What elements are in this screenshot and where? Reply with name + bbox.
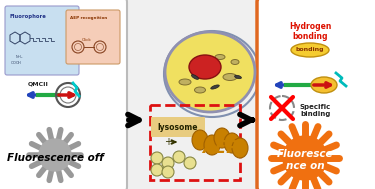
Ellipse shape xyxy=(192,130,208,150)
Text: AEP recognition: AEP recognition xyxy=(70,16,107,20)
Ellipse shape xyxy=(192,75,198,79)
Ellipse shape xyxy=(231,60,239,64)
Circle shape xyxy=(162,166,174,178)
Text: bonding: bonding xyxy=(296,47,324,53)
Ellipse shape xyxy=(291,43,329,57)
FancyBboxPatch shape xyxy=(5,6,79,75)
Circle shape xyxy=(184,157,196,169)
Ellipse shape xyxy=(204,135,220,155)
Ellipse shape xyxy=(195,87,206,93)
Ellipse shape xyxy=(224,133,240,153)
Text: QMCII: QMCII xyxy=(28,82,48,87)
Text: AEP: AEP xyxy=(202,139,238,157)
Circle shape xyxy=(151,164,163,176)
Ellipse shape xyxy=(311,77,337,93)
FancyBboxPatch shape xyxy=(151,117,205,137)
Circle shape xyxy=(151,152,163,164)
FancyBboxPatch shape xyxy=(66,10,120,64)
Text: +: + xyxy=(164,137,172,147)
Text: Fluoresce
nce on: Fluoresce nce on xyxy=(277,149,333,171)
Circle shape xyxy=(173,151,185,163)
Text: Fluorophore: Fluorophore xyxy=(10,14,47,19)
Text: Specific
binding: Specific binding xyxy=(300,104,331,117)
Ellipse shape xyxy=(214,128,230,148)
Circle shape xyxy=(39,139,71,171)
Ellipse shape xyxy=(223,74,237,81)
Ellipse shape xyxy=(211,85,219,89)
Ellipse shape xyxy=(235,75,242,79)
FancyBboxPatch shape xyxy=(0,0,127,189)
Text: Click: Click xyxy=(82,38,92,42)
Circle shape xyxy=(162,157,174,169)
Text: Hydrogen
bonding: Hydrogen bonding xyxy=(289,22,331,41)
Text: lysosome: lysosome xyxy=(158,122,198,132)
Text: Fluorescence off: Fluorescence off xyxy=(7,153,104,163)
Ellipse shape xyxy=(189,55,221,79)
Ellipse shape xyxy=(232,138,248,158)
Ellipse shape xyxy=(165,32,255,112)
Text: $\rm NH_2$: $\rm NH_2$ xyxy=(15,53,24,61)
Text: $\rm COOH$: $\rm COOH$ xyxy=(10,59,22,66)
Ellipse shape xyxy=(179,79,191,85)
Ellipse shape xyxy=(215,54,225,60)
Circle shape xyxy=(283,136,327,180)
FancyBboxPatch shape xyxy=(257,0,375,189)
